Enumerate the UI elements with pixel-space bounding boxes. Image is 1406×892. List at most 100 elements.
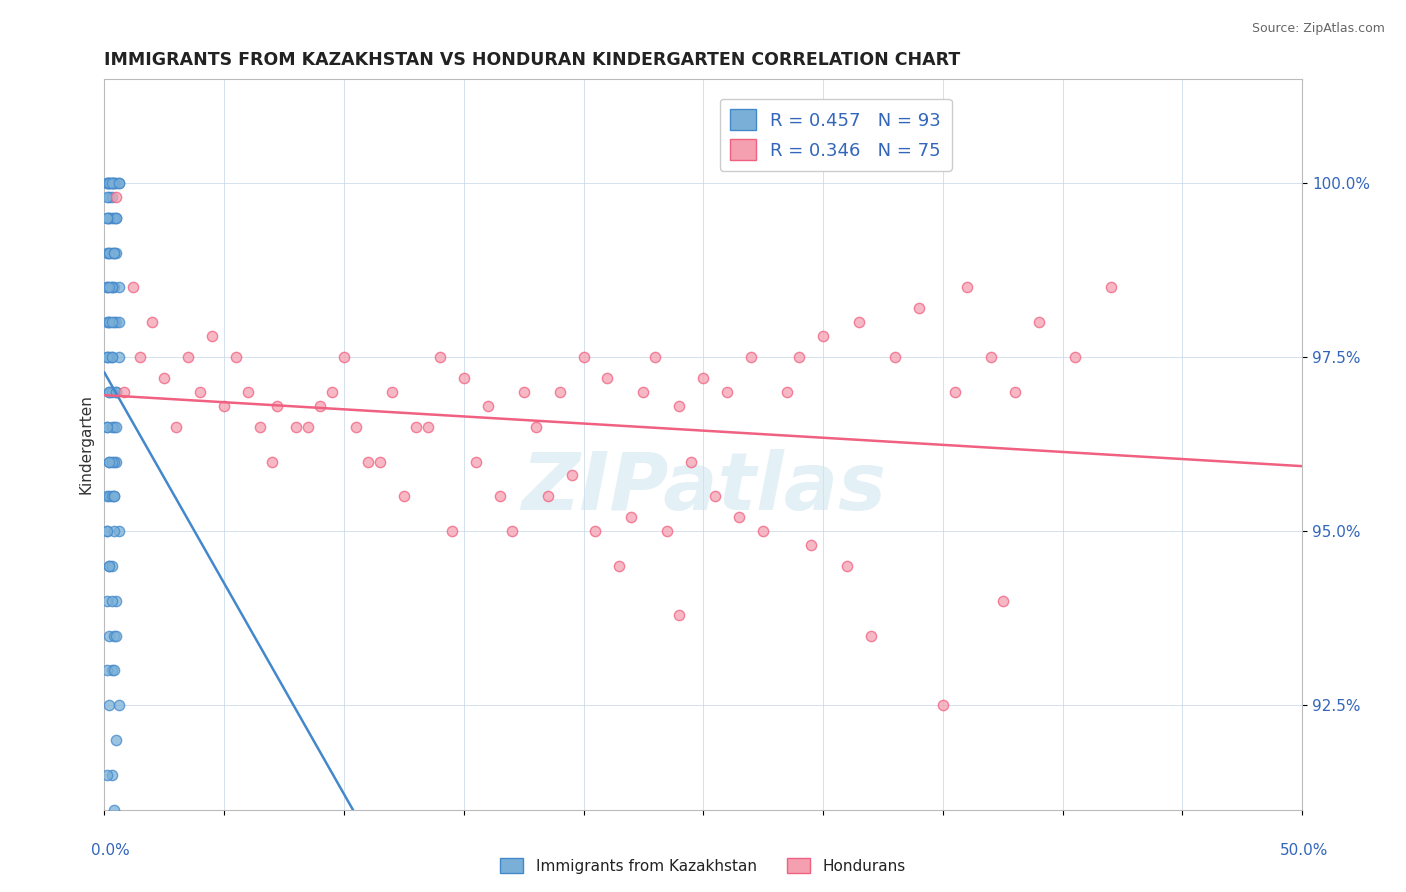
- Point: [103, 803, 125, 817]
- Point: [103, 245, 125, 260]
- Point: [129, 350, 152, 364]
- Point: [859, 629, 882, 643]
- Point: [103, 629, 125, 643]
- Point: [141, 315, 163, 329]
- Point: [96, 245, 118, 260]
- Point: [1004, 384, 1026, 399]
- Point: [98, 559, 121, 574]
- Point: [105, 176, 128, 190]
- Point: [266, 399, 288, 413]
- Point: [716, 384, 738, 399]
- Point: [596, 371, 619, 385]
- Point: [368, 454, 391, 468]
- Point: [100, 176, 122, 190]
- Text: Source: ZipAtlas.com: Source: ZipAtlas.com: [1251, 22, 1385, 36]
- Point: [98, 489, 121, 503]
- Point: [96, 315, 118, 329]
- Point: [103, 280, 125, 294]
- Point: [100, 350, 122, 364]
- Point: [536, 489, 558, 503]
- Point: [96, 350, 118, 364]
- Point: [98, 176, 121, 190]
- Point: [225, 350, 247, 364]
- Point: [98, 350, 121, 364]
- Point: [100, 176, 122, 190]
- Point: [107, 698, 129, 713]
- Point: [98, 315, 121, 329]
- Point: [107, 280, 129, 294]
- Legend: Immigrants from Kazakhstan, Hondurans: Immigrants from Kazakhstan, Hondurans: [495, 852, 911, 880]
- Point: [524, 419, 547, 434]
- Point: [103, 176, 125, 190]
- Point: [105, 733, 128, 747]
- Point: [585, 524, 607, 538]
- Point: [98, 384, 121, 399]
- Point: [609, 559, 631, 574]
- Point: [100, 350, 122, 364]
- Point: [740, 350, 762, 364]
- Point: [488, 489, 510, 503]
- Point: [1063, 350, 1085, 364]
- Point: [103, 176, 125, 190]
- Point: [122, 280, 145, 294]
- Legend: R = 0.457   N = 93, R = 0.346   N = 75: R = 0.457 N = 93, R = 0.346 N = 75: [720, 98, 952, 171]
- Point: [620, 510, 643, 524]
- Point: [105, 315, 128, 329]
- Point: [98, 280, 121, 294]
- Point: [811, 329, 834, 343]
- Point: [548, 384, 571, 399]
- Point: [512, 384, 534, 399]
- Text: IMMIGRANTS FROM KAZAKHSTAN VS HONDURAN KINDERGARTEN CORRELATION CHART: IMMIGRANTS FROM KAZAKHSTAN VS HONDURAN K…: [104, 51, 960, 69]
- Point: [501, 524, 523, 538]
- Point: [297, 419, 319, 434]
- Point: [416, 419, 439, 434]
- Point: [98, 176, 121, 190]
- Text: ZIPatlas: ZIPatlas: [520, 449, 886, 527]
- Point: [105, 245, 128, 260]
- Point: [848, 315, 870, 329]
- Text: 50.0%: 50.0%: [1281, 843, 1329, 858]
- Point: [103, 315, 125, 329]
- Point: [1028, 315, 1050, 329]
- Point: [787, 350, 810, 364]
- Point: [236, 384, 259, 399]
- Point: [96, 350, 118, 364]
- Point: [105, 454, 128, 468]
- Point: [96, 524, 118, 538]
- Point: [107, 315, 129, 329]
- Point: [357, 454, 380, 468]
- Point: [105, 629, 128, 643]
- Point: [105, 594, 128, 608]
- Point: [692, 371, 714, 385]
- Point: [309, 399, 332, 413]
- Point: [344, 419, 367, 434]
- Point: [668, 607, 690, 622]
- Point: [105, 419, 128, 434]
- Point: [100, 768, 122, 782]
- Point: [644, 350, 666, 364]
- Point: [100, 419, 122, 434]
- Point: [103, 419, 125, 434]
- Point: [96, 419, 118, 434]
- Point: [96, 190, 118, 204]
- Point: [100, 384, 122, 399]
- Point: [800, 538, 823, 552]
- Point: [98, 211, 121, 225]
- Point: [776, 384, 799, 399]
- Point: [560, 468, 582, 483]
- Point: [98, 454, 121, 468]
- Point: [392, 489, 415, 503]
- Point: [100, 559, 122, 574]
- Point: [103, 489, 125, 503]
- Point: [105, 211, 128, 225]
- Point: [96, 211, 118, 225]
- Point: [107, 176, 129, 190]
- Point: [100, 664, 122, 678]
- Point: [405, 419, 427, 434]
- Point: [96, 594, 118, 608]
- Point: [98, 245, 121, 260]
- Point: [991, 594, 1014, 608]
- Point: [728, 510, 751, 524]
- Point: [453, 371, 475, 385]
- Y-axis label: Kindergarten: Kindergarten: [79, 394, 93, 494]
